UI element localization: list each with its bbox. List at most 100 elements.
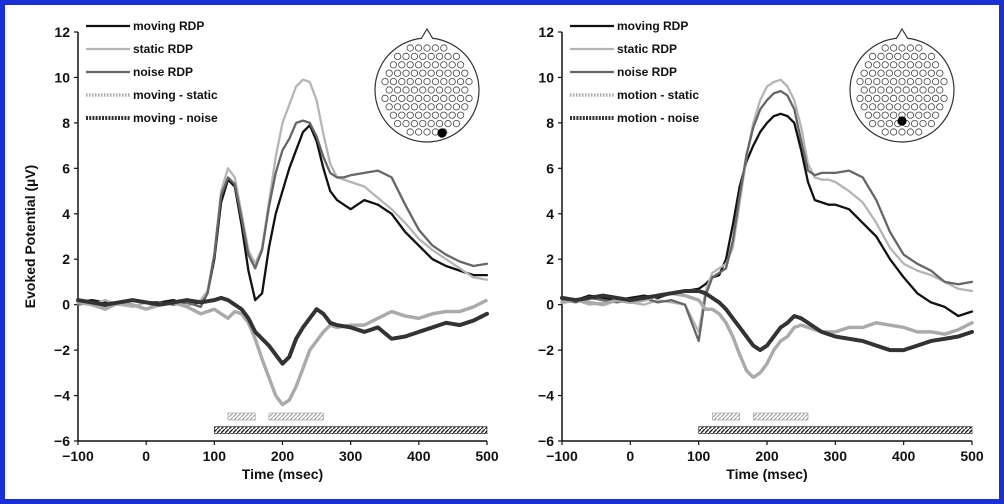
electrode-site [448,78,456,86]
electrode-site [431,94,439,103]
electrode-site [881,78,889,86]
electrode-site [410,103,418,111]
electrode-site [440,61,448,69]
x-tick-label: 100 [203,448,227,464]
electrode-site [860,69,868,77]
x-axis-label: Time (msec) [242,466,323,482]
electrode-site [414,44,423,52]
electrode-site [881,44,889,52]
electrode-site [414,61,423,69]
electrode-site [881,111,889,119]
electrode-site [919,52,927,61]
electrode-site [910,103,919,111]
electrode-site [898,128,906,136]
electrode-site [389,111,397,119]
electrode-site [923,78,931,86]
electrode-site [385,86,393,94]
electrode-site [877,86,885,94]
electrode-site [860,103,868,111]
electrode-site [389,94,397,103]
electrode-site [898,78,906,86]
electrode-site [910,86,919,94]
electrode-site [423,94,431,103]
electrode-site [856,78,864,86]
electrode-site [423,128,431,136]
electrode-site [427,120,435,128]
electrode-site [889,94,898,103]
electrode-site [915,78,923,86]
legend-label: moving - static [133,88,218,102]
series-line-2 [76,119,489,311]
y-tick-label: 12 [538,24,554,40]
electrode-site [431,44,439,52]
electrode-site [881,61,889,69]
electrode-site [889,61,898,69]
electrode-site [885,120,894,128]
y-tick-label: 0 [546,297,554,313]
electrode-site [427,103,435,111]
electrode-site [393,69,402,77]
nose-icon [420,27,434,40]
electrode-site [864,61,873,69]
y-tick-label: 2 [62,251,70,267]
electrode-site [427,69,435,77]
electrode-site [864,78,873,86]
y-tick-label: 4 [546,206,554,222]
electrode-site [931,111,940,119]
electrode-site [864,111,873,119]
electrode-site [398,78,406,86]
y-tick-label: 8 [62,115,70,131]
electrode-site [452,120,460,128]
y-tick-label: 4 [62,206,70,222]
electrode-site [452,69,460,77]
electrode-site [427,86,435,94]
x-tick-label: 400 [892,448,916,464]
electrode-site [398,61,406,69]
electrode-site [435,52,444,61]
electrode-site [406,44,414,52]
electrode-site [906,61,915,69]
electrode-site [898,44,906,52]
electrode-site [923,61,931,69]
electrode-site [435,69,444,77]
electrode-site [456,94,465,103]
electrode-site [414,111,423,119]
x-axis-label: Time (msec) [726,466,807,482]
electrode-site [410,69,418,77]
legend-label: static RDP [133,42,193,56]
electrode-site [927,69,936,77]
electrode-site [906,128,915,136]
electrode-site [915,111,923,119]
electrode-site [440,78,448,86]
electrode-site [440,94,448,103]
electrode-site [873,78,881,86]
electrode-site [414,128,423,136]
electrode-site [461,103,469,111]
electrode-site [448,94,456,103]
electrode-site [873,94,881,103]
electrode-site [435,120,444,128]
electrode-site [931,61,940,69]
electrode-site [419,86,427,94]
electrode-site [894,86,902,94]
electrode-site [461,69,469,77]
electrode-site [423,44,431,52]
electrode-site [431,111,439,119]
electrode-site [894,52,902,61]
electrode-site [868,120,877,128]
electrode-site [440,44,448,52]
significance-bar [214,426,488,434]
electrode-site [877,52,885,61]
electrode-site [915,94,923,103]
electrode-map [374,27,480,143]
electrode-site [444,120,452,128]
electrode-site [393,103,402,111]
legend-label: moving RDP [133,19,204,33]
electrode-site [923,94,931,103]
electrode-site [889,44,898,52]
series-line-0 [76,124,489,306]
electrode-site [936,103,944,111]
electrode-site [885,52,894,61]
electrode-site [389,61,397,69]
x-tick-label: 0 [142,448,150,464]
